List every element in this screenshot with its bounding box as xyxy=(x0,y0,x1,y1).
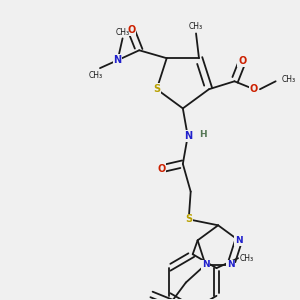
Text: S: S xyxy=(153,84,160,94)
Text: CH₃: CH₃ xyxy=(281,75,296,84)
Text: O: O xyxy=(238,56,246,67)
Text: CH₃: CH₃ xyxy=(189,22,203,31)
Text: N: N xyxy=(235,236,242,245)
Text: N: N xyxy=(114,55,122,65)
Text: O: O xyxy=(157,164,165,174)
Text: CH₃: CH₃ xyxy=(116,28,130,37)
Text: O: O xyxy=(250,84,258,94)
Text: H: H xyxy=(200,130,207,139)
Text: S: S xyxy=(185,214,192,224)
Text: N: N xyxy=(184,131,192,141)
Text: CH₃: CH₃ xyxy=(89,70,103,80)
Text: N: N xyxy=(227,260,235,269)
Text: N: N xyxy=(202,260,209,269)
Text: CH₃: CH₃ xyxy=(240,254,254,263)
Text: O: O xyxy=(127,26,136,35)
